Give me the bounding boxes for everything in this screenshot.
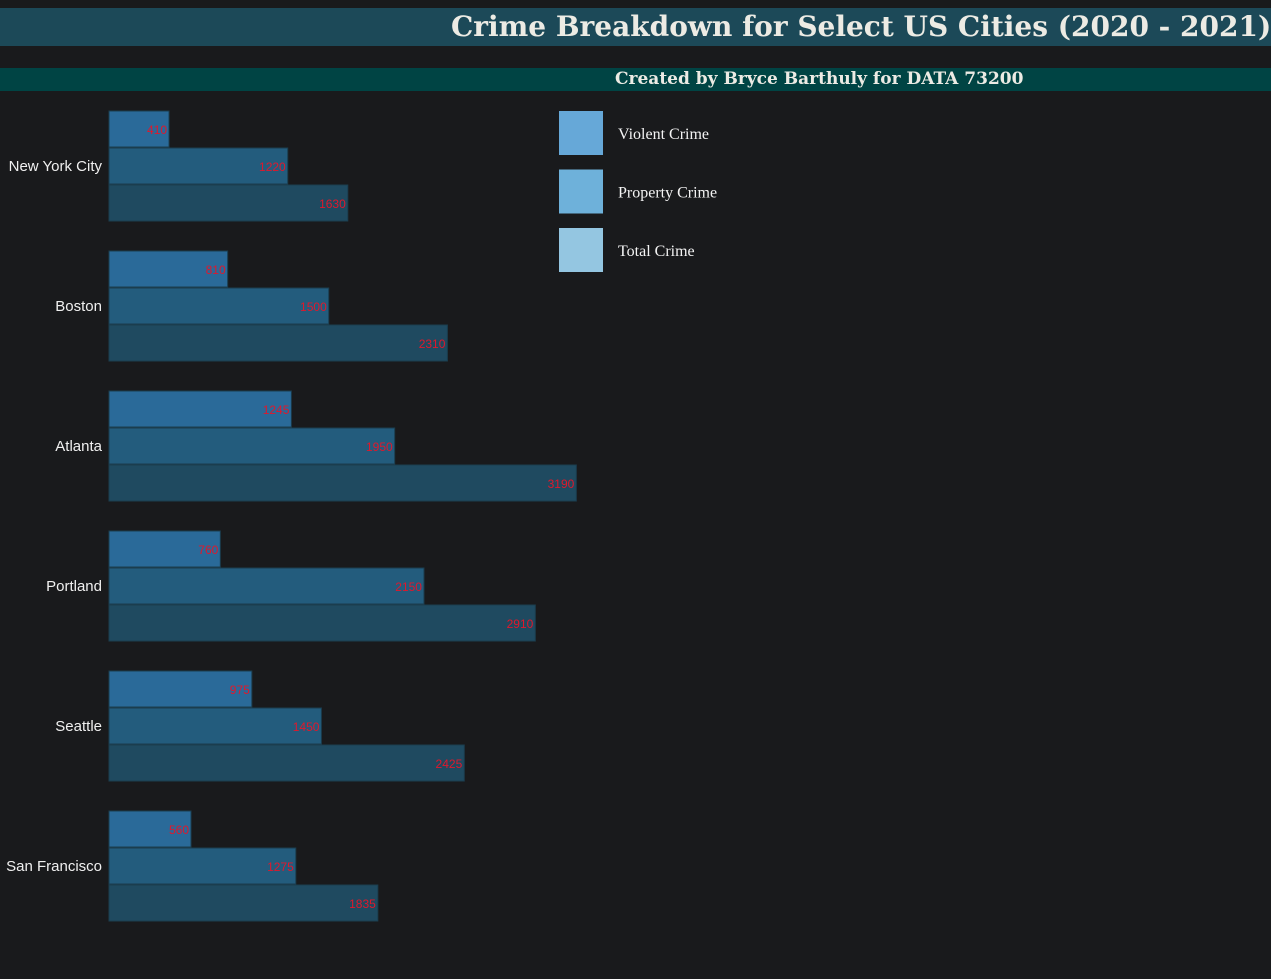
bar-violent-crime-portland [108,530,221,568]
bar-property-crime-san-francisco [108,847,297,885]
title-bar [0,8,1271,46]
bars-layer: 410 1220 1630 New York City 810 1500 2310 Bosto… [6,110,577,922]
bar-violent-crime-new-york-city [108,110,170,148]
value-label-total-crime-san-francisco: 1835 [349,897,376,911]
page-title: Crime Breakdown for Select US Cities (20… [451,10,1271,43]
bar-total-crime-atlanta [108,464,577,502]
bar-violent-crime-atlanta [108,390,292,428]
bar-total-crime-boston [108,324,448,362]
value-label-violent-crime-portland: 760 [198,543,218,557]
city-label-new-york-city: New York City [9,158,103,175]
legend-item-total-crime: Total Crime [559,228,695,272]
value-label-property-crime-atlanta: 1950 [366,440,393,454]
legend-item-violent-crime: Violent Crime [559,111,709,155]
subtitle-bar [0,68,1271,91]
legend-label-violent-crime: Violent Crime [618,126,709,143]
city-group-portland: 760 2150 2910 Portland [46,530,536,642]
bar-property-crime-seattle [108,707,322,745]
legend-swatch-violent-crime [559,111,603,155]
value-label-property-crime-boston: 1500 [300,300,327,314]
bar-total-crime-seattle [108,744,465,782]
value-label-property-crime-san-francisco: 1275 [267,860,294,874]
value-label-property-crime-portland: 2150 [395,580,422,594]
bar-total-crime-new-york-city [108,184,349,222]
city-label-san-francisco: San Francisco [6,858,102,875]
legend-label-total-crime: Total Crime [618,243,695,260]
value-label-property-crime-new-york-city: 1220 [259,160,286,174]
value-label-violent-crime-atlanta: 1245 [263,403,290,417]
city-label-boston: Boston [55,298,102,315]
legend-item-property-crime: Property Crime [559,169,717,214]
bar-violent-crime-seattle [108,670,253,708]
value-label-total-crime-seattle: 2425 [436,757,463,771]
legend-swatch-property-crime [559,169,603,214]
city-group-san-francisco: 560 1275 1835 San Francisco [6,810,379,922]
value-label-violent-crime-boston: 810 [206,263,226,277]
legend-label-property-crime: Property Crime [618,185,717,202]
bar-violent-crime-san-francisco [108,810,192,848]
value-label-total-crime-portland: 2910 [507,617,534,631]
city-group-new-york-city: 410 1220 1630 New York City [9,110,349,222]
value-label-violent-crime-new-york-city: 410 [147,123,167,137]
city-group-boston: 810 1500 2310 Boston [55,250,448,362]
value-label-violent-crime-san-francisco: 560 [169,823,189,837]
value-label-total-crime-new-york-city: 1630 [319,197,346,211]
bar-property-crime-boston [108,287,330,325]
bar-property-crime-new-york-city [108,147,289,185]
page-subtitle: Created by Bryce Barthuly for DATA 73200 [615,69,1024,89]
city-group-atlanta: 1245 1950 3190 Atlanta [55,390,577,502]
city-group-seattle: 975 1450 2425 Seattle [55,670,465,782]
city-label-portland: Portland [46,578,102,595]
value-label-total-crime-boston: 2310 [419,337,446,351]
value-label-violent-crime-seattle: 975 [230,683,250,697]
city-label-seattle: Seattle [55,718,102,735]
value-label-total-crime-atlanta: 3190 [548,477,575,491]
legend: Violent Crime Property Crime Total Crime [559,111,717,272]
bar-property-crime-portland [108,567,425,605]
bar-violent-crime-boston [108,250,229,288]
bar-total-crime-portland [108,604,536,642]
legend-swatch-total-crime [559,228,603,272]
bar-total-crime-san-francisco [108,884,379,922]
value-label-property-crime-seattle: 1450 [293,720,320,734]
city-label-atlanta: Atlanta [55,438,102,455]
bar-property-crime-atlanta [108,427,396,465]
